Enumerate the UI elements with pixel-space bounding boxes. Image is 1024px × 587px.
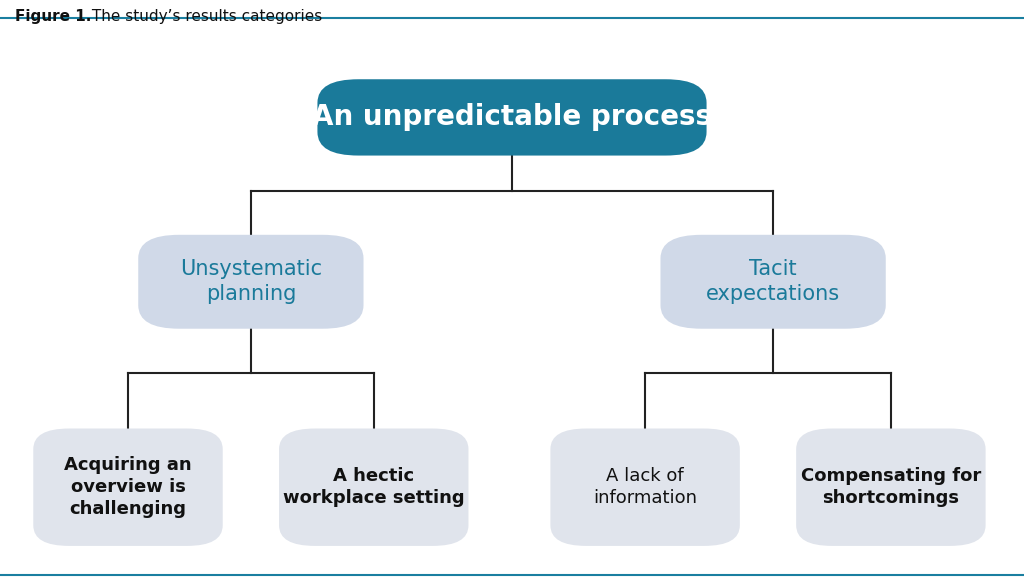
FancyBboxPatch shape — [317, 79, 707, 156]
Text: Acquiring an
overview is
challenging: Acquiring an overview is challenging — [65, 456, 191, 518]
FancyBboxPatch shape — [33, 429, 223, 546]
Text: An unpredictable process: An unpredictable process — [312, 103, 712, 131]
FancyBboxPatch shape — [551, 429, 739, 546]
Text: The study’s results categories: The study’s results categories — [87, 9, 323, 24]
FancyBboxPatch shape — [138, 235, 364, 329]
FancyBboxPatch shape — [660, 235, 886, 329]
Text: Compensating for
shortcomings: Compensating for shortcomings — [801, 467, 981, 507]
Text: A hectic
workplace setting: A hectic workplace setting — [283, 467, 465, 507]
Text: A lack of
information: A lack of information — [593, 467, 697, 507]
Text: Figure 1.: Figure 1. — [15, 9, 92, 24]
Text: Tacit
expectations: Tacit expectations — [707, 259, 840, 304]
Text: Unsystematic
planning: Unsystematic planning — [180, 259, 322, 304]
FancyBboxPatch shape — [279, 429, 468, 546]
FancyBboxPatch shape — [797, 429, 985, 546]
